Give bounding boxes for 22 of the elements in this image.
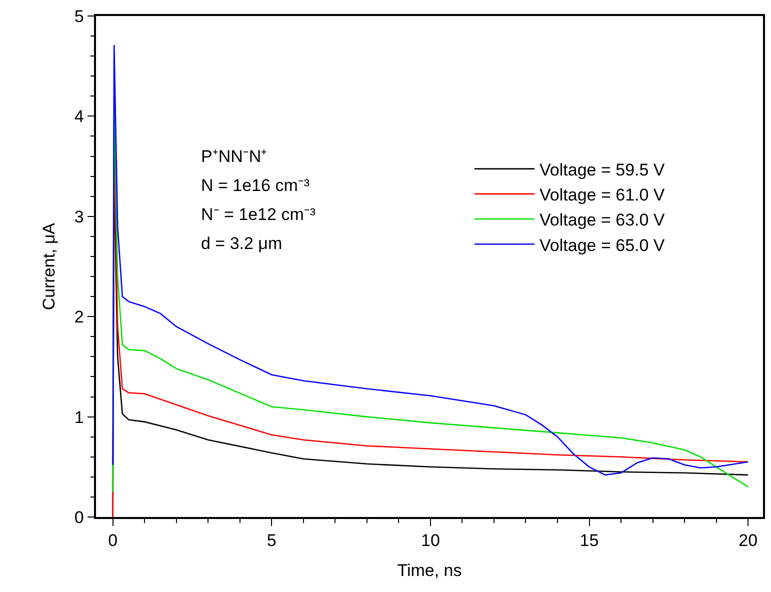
y-tick-label: 1	[74, 408, 84, 427]
x-tick-label: 10	[420, 531, 440, 550]
y-tick-label: 4	[74, 107, 84, 126]
annotation: N⁻ = 1e12 cm⁻³	[201, 205, 316, 224]
x-tick-label: 20	[738, 531, 758, 550]
x-axis-title: Time, ns	[397, 561, 462, 580]
legend-label: Voltage = 65.0 V	[540, 236, 666, 255]
annotation: N = 1e16 cm⁻³	[201, 176, 310, 195]
y-tick-label: 5	[74, 6, 84, 26]
x-tick-label: 5	[266, 531, 276, 550]
y-tick-label: 0	[74, 508, 84, 527]
legend-label: Voltage = 63.0 V	[540, 210, 666, 230]
y-tick-label: 3	[74, 207, 84, 226]
legend-label: Voltage = 61.0 V	[540, 186, 666, 205]
y-axis-title: Current, μA	[39, 222, 58, 310]
y-tick-label: 2	[74, 308, 84, 327]
x-tick-label: 0	[108, 531, 118, 550]
annotation: d = 3.2 μm	[201, 234, 282, 253]
annotation: P⁺NN⁻N⁺	[201, 147, 268, 166]
legend-label: Voltage = 59.5 V	[540, 160, 666, 180]
line-series	[112, 44, 749, 476]
x-tick-label: 15	[580, 531, 599, 550]
